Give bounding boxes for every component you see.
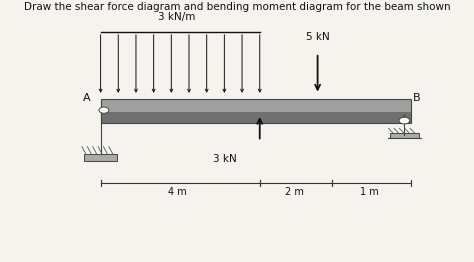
Text: 4 m: 4 m [168, 187, 186, 197]
Circle shape [99, 107, 109, 113]
Bar [84, 155, 117, 161]
Text: 1 m: 1 m [360, 187, 379, 197]
Text: 3 kN/m: 3 kN/m [158, 12, 196, 23]
Bar [100, 112, 410, 123]
Bar [390, 133, 419, 138]
Text: 5 kN: 5 kN [306, 32, 329, 42]
Circle shape [399, 117, 410, 124]
Text: Draw the shear force diagram and bending moment diagram for the beam shown: Draw the shear force diagram and bending… [24, 2, 450, 12]
Bar [100, 100, 410, 112]
Bar [100, 100, 410, 123]
Text: 3 kN: 3 kN [213, 155, 237, 165]
Bar [100, 100, 410, 105]
Text: A: A [82, 94, 90, 103]
Text: 2 m: 2 m [284, 187, 303, 197]
Text: B: B [413, 94, 420, 103]
